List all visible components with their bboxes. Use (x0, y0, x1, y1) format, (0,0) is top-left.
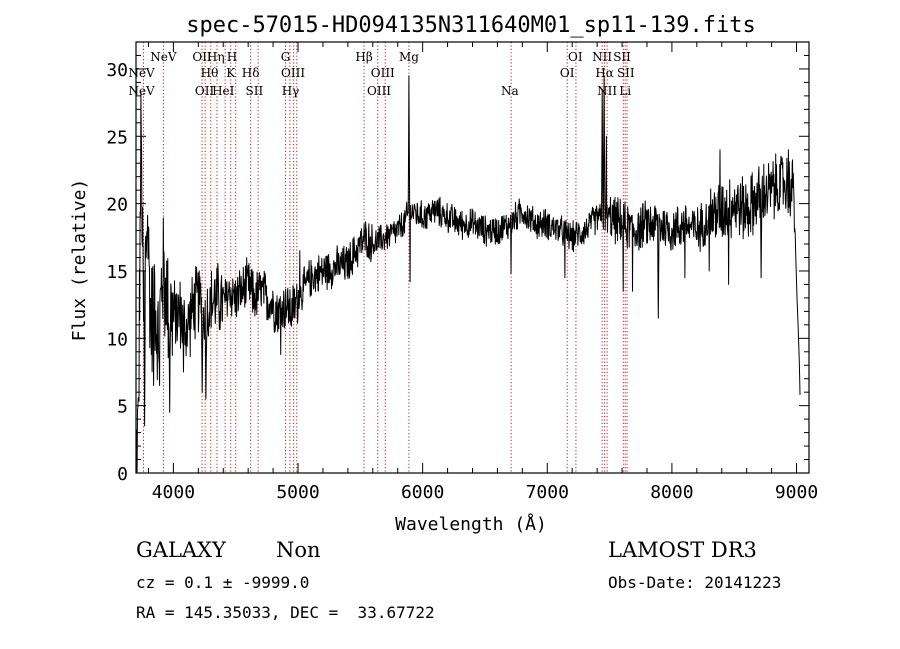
spectral-line-label: NII (592, 50, 612, 64)
spectrum-line (135, 75, 801, 473)
spectral-line-label: NeV (150, 50, 177, 64)
x-tick-label: 9000 (775, 482, 818, 503)
object-class: GALAXY (136, 538, 226, 562)
spectrum-series (135, 75, 801, 473)
spectral-line-label: Mg (399, 50, 419, 64)
x-tick-label: 8000 (650, 482, 693, 503)
spectral-line-label: SII (613, 50, 631, 64)
spectral-line-label: H (227, 50, 237, 64)
emission-line-markers (142, 42, 628, 473)
spectral-line-label: OI (560, 66, 575, 80)
spectral-line-label: Hθ (201, 66, 219, 80)
coordinates: RA = 145.35033, DEC = 33.67722 (136, 603, 435, 622)
spectral-line-label: NII (597, 84, 617, 98)
spectral-line-label: OII (192, 50, 212, 64)
y-tick-label: 5 (117, 397, 128, 418)
spectral-line-label: Hδ (242, 66, 260, 80)
spectral-line-label: NeV (128, 84, 155, 98)
y-tick-label: 30 (106, 60, 128, 81)
spectral-line-label: OIII (371, 66, 395, 80)
x-tick-label: 4000 (152, 482, 195, 503)
spectral-line-label: Na (501, 84, 519, 98)
spectral-line-label: G (281, 50, 291, 64)
y-tick-label: 0 (117, 464, 128, 485)
x-tick-label: 6000 (401, 482, 444, 503)
y-axis-label: Flux (relative) (69, 179, 90, 342)
survey-name: LAMOST DR3 (608, 538, 757, 562)
spectral-line-label: Hγ (282, 84, 300, 98)
spectral-line-label: Li (619, 84, 631, 98)
redshift-info: cz = 0.1 ± -9999.0 (136, 573, 310, 592)
x-tick-label: 7000 (526, 482, 569, 503)
axis-ticks: 4000 5000 6000 7000 8000 9000 0 5 10 15 20 25 30 (106, 41, 818, 503)
spectral-line-label: K (226, 66, 236, 80)
spectral-line-label: OIII (281, 66, 305, 80)
spectral-line-label: NeV (128, 66, 155, 80)
spectral-line-label: Hη (207, 50, 225, 64)
y-tick-label: 10 (106, 329, 128, 350)
y-tick-label: 25 (106, 127, 128, 148)
spectral-line-label: HeI (212, 84, 235, 98)
obs-date: Obs-Date: 20141223 (608, 573, 782, 592)
y-tick-label: 15 (106, 262, 128, 283)
spectral-line-label: OIII (367, 84, 391, 98)
object-subclass: Non (276, 538, 321, 562)
chart-title: spec-57015-HD094135N311640M01_sp11-139.f… (186, 13, 756, 38)
spectral-line-label: SII (617, 66, 635, 80)
spectral-line-label: Hβ (355, 50, 372, 64)
spectral-line-label: Hα (595, 66, 614, 80)
plot-frame (135, 41, 810, 474)
x-axis-label: Wavelength (Å) (395, 513, 547, 535)
spectral-line-label: SII (246, 84, 264, 98)
spectral-line-label: OI (568, 50, 583, 64)
spectral-line-label: OII (195, 84, 215, 98)
x-tick-label: 5000 (276, 482, 319, 503)
y-tick-label: 20 (106, 195, 128, 216)
